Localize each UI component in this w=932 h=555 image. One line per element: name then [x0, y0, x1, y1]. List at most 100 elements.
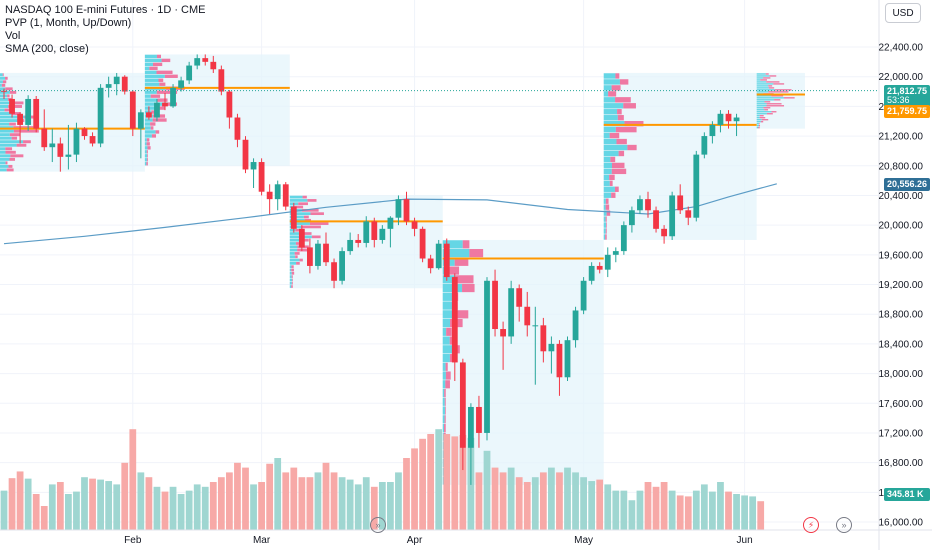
profile-row-up: [603, 234, 606, 240]
candle-body: [629, 210, 635, 226]
candle-body: [717, 113, 724, 125]
volume-bar: [40, 506, 48, 530]
profile-row-up: [144, 118, 153, 122]
candle-body: [282, 184, 289, 207]
poc-price-label: 21,759.75: [884, 105, 930, 118]
profile-row-down: [462, 240, 470, 249]
candle-body: [266, 191, 273, 200]
volume-bar: [451, 436, 459, 530]
candle-body: [540, 325, 547, 352]
volume-bar: [556, 472, 563, 530]
volume-bar: [378, 482, 386, 530]
profile-row-up: [603, 97, 616, 103]
profile-row-down: [156, 70, 173, 75]
profile-row-up: [144, 162, 147, 166]
profile-row-down: [445, 371, 451, 380]
profile-row-down: [765, 73, 769, 75]
candle-body: [73, 128, 80, 155]
pvp-indicator-label[interactable]: PVP (1, Month, Up/Down): [5, 17, 132, 29]
profile-row-down: [783, 97, 795, 99]
candle-body: [476, 406, 482, 433]
profile-row-down: [8, 105, 23, 108]
profile-row-down: [156, 90, 178, 94]
profile-row-up: [756, 120, 761, 123]
profile-row-down: [291, 268, 294, 272]
profile-row-up: [442, 415, 445, 424]
candle-body: [25, 98, 32, 125]
profile-row-up: [289, 195, 303, 199]
currency-button[interactable]: USD: [885, 3, 921, 23]
volume-bar: [427, 434, 435, 530]
profile-row-up: [0, 126, 14, 130]
volume-layer: [0, 429, 765, 530]
profile-row-up: [289, 222, 310, 225]
profile-row-up: [442, 318, 451, 328]
profile-row-down: [768, 87, 775, 89]
profile-row-up: [756, 126, 759, 129]
profile-row-down: [295, 242, 301, 245]
profile-row-down: [301, 225, 321, 229]
volume-bar: [717, 482, 724, 530]
candle-body: [17, 113, 23, 125]
volume-bar: [56, 482, 64, 530]
forward-arrow-icon[interactable]: »: [836, 517, 852, 533]
candle-body: [339, 251, 345, 281]
profile-row-up: [144, 138, 147, 142]
profile-row-up: [756, 122, 759, 125]
candle-body: [395, 199, 402, 218]
profile-row-up: [289, 212, 311, 216]
profile-row-up: [289, 255, 296, 259]
profile-row-down: [761, 119, 769, 121]
forward-arrow-icon[interactable]: »: [370, 517, 386, 533]
volume-bar: [644, 482, 652, 530]
volume-bar: [668, 490, 676, 530]
profile-row-up: [756, 101, 765, 103]
y-tick-label: 18,400.00: [879, 339, 924, 350]
profile-row-down: [623, 103, 636, 109]
volume-bar: [548, 467, 555, 530]
profile-row-down: [152, 118, 167, 122]
profile-row-up: [0, 119, 18, 123]
candle-body: [468, 406, 474, 448]
last-price-label: 21,812.75 53:36: [884, 85, 930, 107]
profile-row-down: [624, 120, 644, 127]
profile-row-up: [0, 129, 14, 133]
sma-indicator-label[interactable]: SMA (200, close): [5, 43, 89, 55]
profile-row-down: [444, 397, 446, 406]
profile-row-up: [289, 245, 298, 249]
volume-bar: [725, 491, 732, 530]
volume-bar: [515, 477, 523, 530]
candle-body: [347, 239, 354, 252]
sma-price-label: 20,556.26: [884, 178, 930, 191]
profile-row-up: [144, 122, 151, 126]
lightning-icon[interactable]: ⚡: [803, 517, 819, 533]
volume-bar: [137, 472, 145, 530]
profile-row-down: [296, 262, 300, 265]
profile-row-down: [445, 380, 450, 389]
profile-row-down: [9, 157, 15, 161]
symbol-title[interactable]: NASDAQ 100 E-mini Futures · 1D · CME: [5, 4, 206, 16]
volume-bar: [322, 462, 330, 530]
profile-row-down: [611, 192, 616, 198]
profile-row-down: [5, 87, 13, 91]
profile-row-up: [289, 285, 292, 288]
profile-row-up: [603, 144, 628, 151]
profile-row-up: [756, 109, 765, 111]
volume-indicator-label[interactable]: Vol: [5, 30, 21, 42]
sma-layer: [3, 183, 777, 245]
profile-row-up: [0, 83, 2, 87]
profile-row-down: [615, 97, 631, 103]
candle-body: [733, 117, 740, 122]
profile-row-down: [158, 78, 164, 82]
profile-row-up: [603, 85, 612, 91]
profile-row-down: [766, 81, 780, 83]
x-tick-label: May: [574, 535, 593, 546]
volume-bar: [531, 477, 539, 530]
profile-row-down: [150, 94, 161, 98]
volume-bar: [298, 477, 306, 530]
profile-row-down: [5, 161, 8, 165]
profile-row-up: [144, 158, 147, 162]
profile-row-up: [0, 143, 17, 147]
